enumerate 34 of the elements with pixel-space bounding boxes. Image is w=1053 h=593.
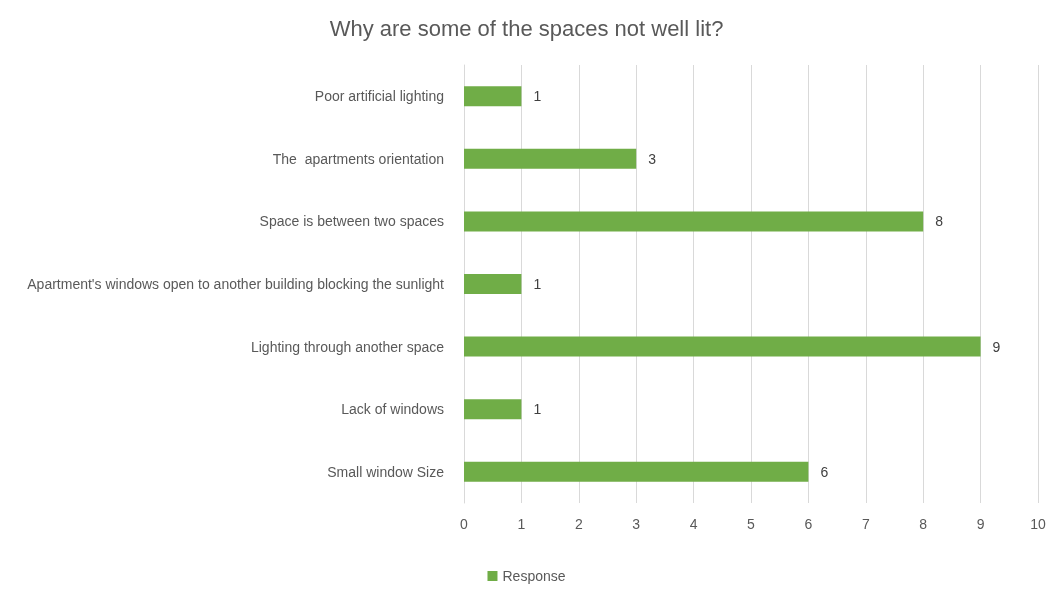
bar bbox=[464, 399, 522, 420]
x-tick-label: 10 bbox=[1030, 516, 1046, 532]
x-tick-label: 9 bbox=[976, 516, 985, 532]
x-tick-label: 5 bbox=[747, 516, 756, 532]
x-tick-label: 6 bbox=[804, 516, 813, 532]
data-label: 1 bbox=[533, 401, 542, 418]
data-label: 9 bbox=[992, 338, 1001, 355]
bar bbox=[464, 274, 522, 294]
bar bbox=[464, 86, 522, 107]
x-tick-label: 8 bbox=[919, 516, 928, 532]
chart-title: Why are some of the spaces not well lit? bbox=[329, 15, 724, 41]
bar bbox=[464, 336, 981, 357]
y-tick-label: Poor artificial lighting bbox=[314, 88, 444, 105]
x-tick-label: 1 bbox=[517, 516, 526, 532]
legend-label: Response bbox=[502, 568, 566, 584]
y-tick-label: Space is between two spaces bbox=[259, 213, 444, 230]
x-tick-label: 2 bbox=[574, 516, 583, 532]
data-label: 6 bbox=[820, 463, 829, 480]
y-tick-label: Apartment's windows open to another building blocking the sunlight bbox=[27, 276, 445, 292]
x-tick-label: 4 bbox=[689, 516, 698, 532]
x-tick-label: 3 bbox=[632, 516, 641, 532]
y-tick-label: Lighting through another space bbox=[250, 338, 445, 355]
y-tick-label: Small window Size bbox=[327, 463, 445, 480]
bar bbox=[464, 211, 924, 232]
x-tick-label: 7 bbox=[861, 516, 870, 532]
y-tick-label: The apartments orientation bbox=[272, 150, 444, 167]
bar bbox=[464, 461, 809, 482]
y-tick-label: Lack of windows bbox=[341, 401, 444, 418]
data-label: 3 bbox=[648, 150, 657, 167]
data-label: 1 bbox=[533, 276, 542, 292]
data-label: 8 bbox=[935, 213, 944, 230]
x-tick-label: 0 bbox=[460, 516, 469, 532]
bar bbox=[464, 148, 637, 169]
data-label: 1 bbox=[533, 88, 542, 105]
